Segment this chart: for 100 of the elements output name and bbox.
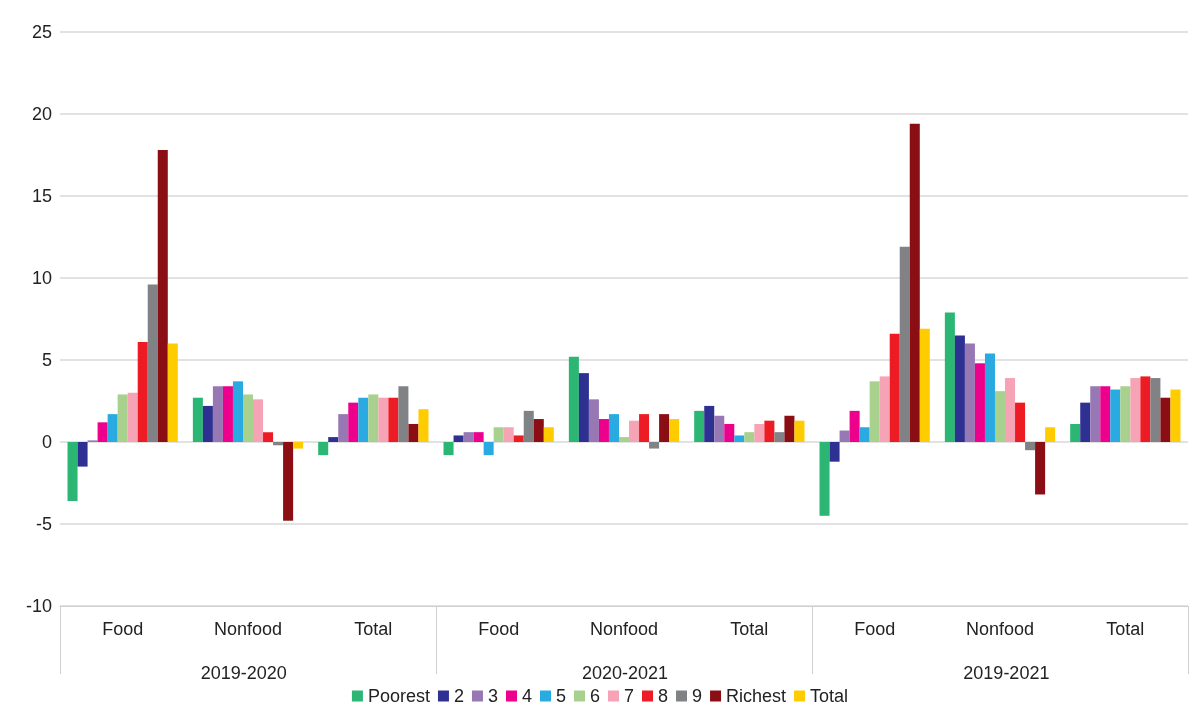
bar: [473, 432, 484, 442]
bar: [629, 420, 640, 442]
bar: [1160, 397, 1171, 442]
x-tick-label: Total: [730, 619, 769, 639]
bar: [774, 432, 785, 442]
bar: [167, 343, 178, 442]
bar: [879, 376, 890, 442]
bar: [1015, 402, 1026, 442]
bar: [293, 442, 304, 449]
text: 2019-2021: [963, 663, 1050, 683]
bar: [694, 410, 705, 442]
bar: [984, 353, 995, 442]
legend-label: Poorest: [367, 686, 430, 706]
legend-label: Total: [810, 686, 849, 706]
legend-label: 6: [590, 686, 601, 706]
bar: [618, 437, 630, 442]
bar: [212, 386, 223, 442]
bar: [869, 381, 880, 442]
bar: [1170, 389, 1181, 442]
bar: [543, 427, 554, 442]
bar: [714, 415, 725, 442]
bar: [608, 414, 619, 442]
bar: [839, 430, 850, 442]
bar: [348, 402, 359, 442]
bar: [157, 150, 168, 442]
bar: [273, 442, 284, 446]
text: 2020-2021: [582, 663, 669, 683]
bar: [974, 363, 985, 442]
bar: [253, 399, 264, 442]
bar: [1140, 376, 1151, 442]
bar: [97, 422, 108, 442]
bar: [107, 414, 118, 442]
y-tick-label: 10: [31, 268, 52, 288]
x-tick-label: Total: [354, 619, 393, 639]
bar: [909, 123, 920, 442]
bar: [954, 335, 965, 442]
bar: [724, 423, 735, 442]
bar: [899, 246, 910, 442]
bar: [443, 442, 454, 456]
x-tick-label: Nonfood: [965, 619, 1035, 639]
bar: [328, 437, 339, 442]
bar: [919, 328, 930, 442]
legend-label: 3: [487, 686, 498, 706]
bar: [533, 419, 544, 442]
bar: [1130, 378, 1141, 442]
bar: [483, 442, 494, 456]
bar: [318, 442, 329, 456]
bar: [578, 373, 589, 442]
bar: [67, 442, 78, 502]
bar: [829, 442, 840, 462]
bar: [1110, 389, 1121, 442]
bar: [649, 442, 660, 449]
bar: [513, 435, 524, 442]
bar: [202, 405, 213, 442]
legend-label: 2: [453, 686, 464, 706]
bar: [232, 381, 243, 442]
bar: [1100, 386, 1111, 442]
bar: [388, 397, 399, 442]
bar: [358, 397, 369, 442]
bar: [408, 423, 419, 442]
bar: [503, 427, 514, 442]
bar: [453, 435, 464, 442]
text: 2019-2020: [200, 663, 287, 683]
bar: [147, 284, 158, 442]
bar: [598, 419, 609, 442]
y-tick-label: 20: [31, 104, 52, 124]
bar: [744, 432, 755, 442]
bar: [398, 386, 409, 442]
legend-label: Richest: [726, 686, 787, 706]
bar: [639, 414, 650, 442]
y-tick-label: -5: [35, 514, 52, 534]
bar: [1005, 378, 1016, 442]
bar: [568, 356, 579, 442]
legend-label: 9: [692, 686, 703, 706]
bar: [994, 391, 1006, 442]
x-tick-label: Nonfood: [589, 619, 659, 639]
bar: [263, 432, 274, 442]
y-tick-label: 0: [41, 432, 52, 452]
bar: [493, 427, 504, 442]
bar: [523, 410, 534, 442]
y-tick-label: 5: [41, 350, 52, 370]
x-tick-label: Food: [478, 619, 520, 639]
bar: [1120, 386, 1131, 442]
bar: [117, 394, 128, 442]
bar: [964, 343, 975, 442]
bar: [77, 442, 88, 467]
bar: [784, 415, 795, 442]
legend-label: 8: [658, 686, 669, 706]
bar: [418, 409, 429, 442]
bar: [368, 394, 379, 442]
bar: [659, 414, 670, 442]
bar: [222, 386, 233, 442]
bar: [192, 397, 203, 442]
bar: [859, 427, 870, 442]
bar: [704, 405, 715, 442]
bar: [1090, 386, 1101, 442]
bar: [1080, 402, 1091, 442]
legend-label: 4: [521, 686, 532, 706]
legend-label: 5: [555, 686, 566, 706]
bar: [242, 394, 254, 442]
